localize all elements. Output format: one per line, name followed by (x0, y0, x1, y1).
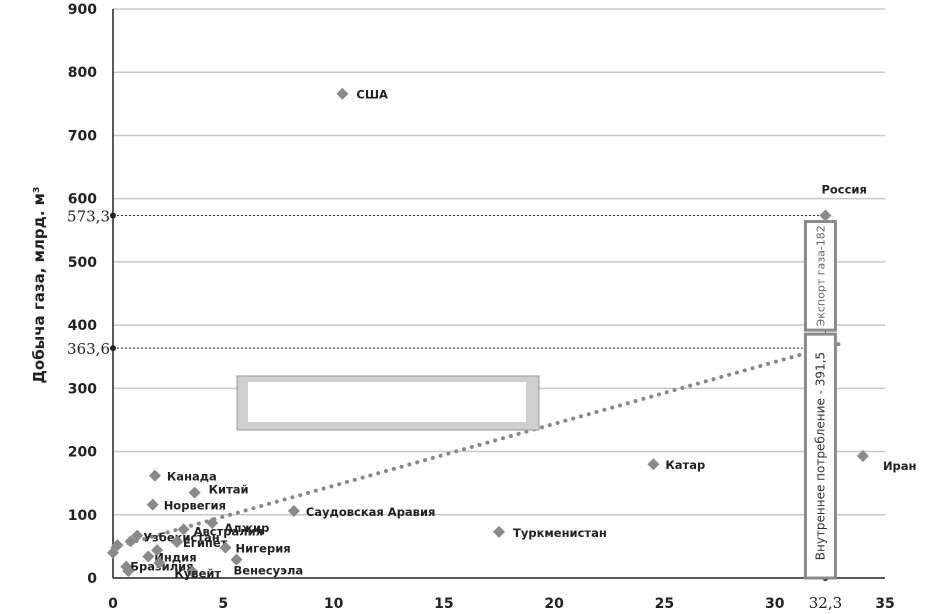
annotation-boxes: Экспорт газа-182 Внутреннее потребление -… (236, 220, 837, 580)
trendline (111, 340, 848, 550)
data-point (856, 449, 869, 462)
data-point (151, 544, 164, 557)
axes (112, 9, 885, 579)
y-tick-label: 800 (68, 65, 97, 81)
trendline-path (111, 340, 848, 550)
point-label: Катар (665, 458, 705, 472)
point-label: Иран (883, 459, 917, 473)
data-point (819, 209, 832, 222)
y-axis-title: Добыча газа, млрд. м³ (30, 187, 48, 384)
ref-value-total: 573,3 (67, 208, 110, 226)
data-point (170, 535, 183, 548)
point-label: Канада (167, 470, 217, 484)
data-point (336, 87, 349, 100)
data-point (647, 458, 660, 471)
point-label: Норвегия (164, 499, 226, 513)
export-label: Экспорт газа-182 (814, 225, 827, 326)
point-label: Туркменистан (513, 526, 607, 540)
x-tick-label: 30 (765, 596, 785, 612)
tick-labels: 0 100 200 300 400 500 600 700 800 900 0 5 10 15 20 25 30… (68, 2, 895, 612)
y-tick-label: 200 (68, 445, 97, 461)
point-label: Узбекистан (143, 531, 219, 545)
point-label: Венесуэла (234, 564, 304, 578)
y-tick-label: 300 (68, 381, 97, 397)
point-label: Австралия (194, 524, 264, 538)
data-point (142, 550, 155, 563)
x-tick-label: 20 (544, 596, 564, 612)
data-point (219, 541, 232, 554)
data-point (153, 556, 166, 569)
y-tick-label: 400 (68, 318, 97, 334)
point-label: Индия (154, 551, 196, 565)
data-point (186, 565, 199, 578)
y-tick-label: 100 (68, 508, 97, 524)
data-point (131, 529, 144, 542)
data-point (287, 504, 300, 517)
data-point (206, 516, 219, 529)
point-label: Россия (821, 183, 866, 197)
data-point (230, 553, 243, 566)
ref-x-backing (799, 592, 848, 612)
data-point (188, 486, 201, 499)
ref-value-domestic: 363,6 (67, 340, 110, 358)
x-tick-label: 15 (434, 596, 453, 612)
x-tick-label: 35 (875, 596, 894, 612)
domestic-box (803, 332, 837, 580)
data-point (148, 469, 161, 482)
y-tick-label: 500 (68, 255, 97, 271)
legend-box-inner (248, 382, 526, 422)
data-point (122, 565, 135, 578)
data-point (146, 498, 159, 511)
x-tick-label: 10 (324, 596, 344, 612)
x-tick-label: 0 (108, 596, 118, 612)
point-label: Алжир (224, 521, 269, 535)
point-label: Саудовская Аравия (306, 505, 436, 519)
point-label: Египет (183, 536, 228, 550)
grid-lines (113, 8, 885, 516)
point-label: Китай (209, 483, 249, 497)
point-label: Кувейт (174, 567, 221, 581)
y-tick-label: 0 (87, 571, 97, 587)
point-label: Нигерия (235, 542, 290, 556)
export-box (803, 220, 837, 332)
y-tick-label: 700 (68, 128, 97, 144)
data-point (493, 525, 505, 538)
ref-dot-domestic (110, 345, 116, 352)
x-tick-label: 5 (218, 596, 228, 612)
point-label: Бразилия (130, 560, 193, 574)
point-label: США (356, 88, 388, 102)
data-point (107, 546, 119, 559)
x-tick-label: 25 (655, 596, 674, 612)
ref-dot-total (110, 212, 116, 219)
ref-value-x: 32,3 (809, 594, 842, 612)
domestic-label: Внутреннее потребление - 391,5 (813, 352, 827, 560)
y-tick-label: 600 (68, 192, 97, 208)
data-point (124, 535, 137, 548)
y-tick-label: 900 (68, 2, 97, 18)
data-point (177, 523, 190, 536)
